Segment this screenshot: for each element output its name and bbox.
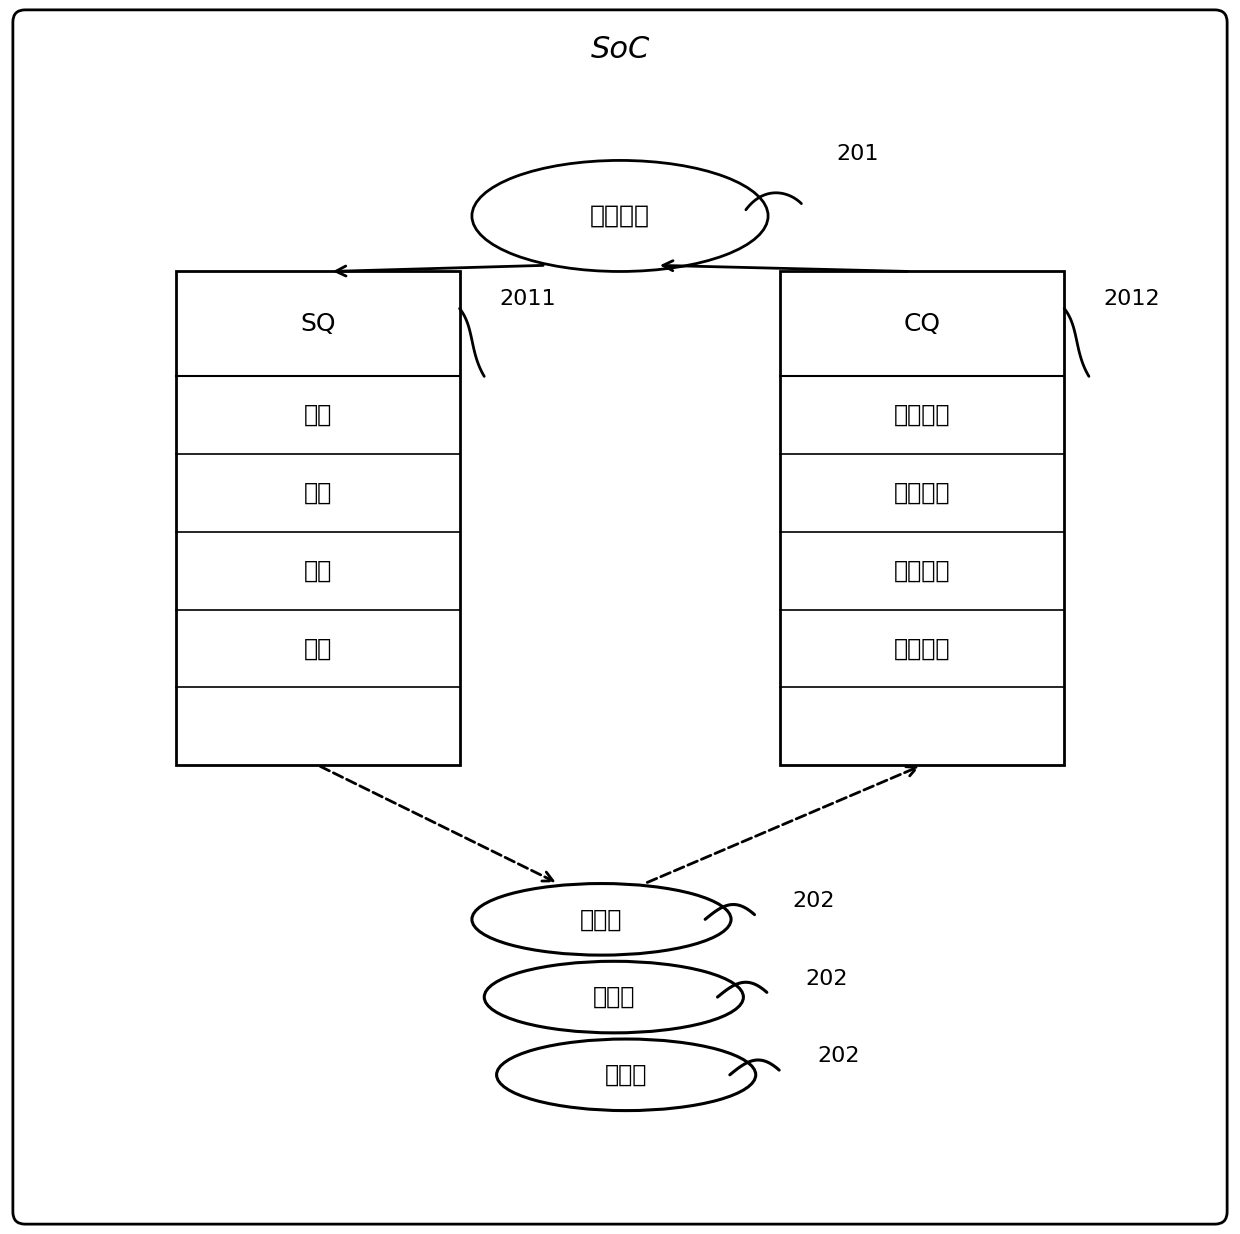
Text: SoC: SoC bbox=[590, 35, 650, 64]
Ellipse shape bbox=[496, 1039, 755, 1111]
Text: 202: 202 bbox=[805, 969, 848, 988]
Text: 命令: 命令 bbox=[304, 559, 332, 582]
Text: 命令: 命令 bbox=[304, 637, 332, 660]
FancyBboxPatch shape bbox=[12, 10, 1228, 1224]
Text: 命令: 命令 bbox=[304, 404, 332, 427]
Ellipse shape bbox=[485, 961, 744, 1033]
Text: 执行结果: 执行结果 bbox=[894, 404, 951, 427]
Text: 加速器: 加速器 bbox=[605, 1062, 647, 1087]
Text: 命令: 命令 bbox=[304, 481, 332, 505]
Text: 202: 202 bbox=[817, 1046, 861, 1066]
Text: 2012: 2012 bbox=[1104, 289, 1161, 308]
Text: 201: 201 bbox=[836, 144, 878, 164]
Text: CQ: CQ bbox=[904, 312, 941, 336]
Ellipse shape bbox=[472, 160, 768, 271]
Text: SQ: SQ bbox=[300, 312, 335, 336]
Text: 执行结果: 执行结果 bbox=[894, 637, 951, 660]
Bar bbox=[176, 271, 460, 765]
Text: 加速器: 加速器 bbox=[580, 907, 622, 932]
Text: 2011: 2011 bbox=[498, 289, 556, 308]
Bar bbox=[780, 271, 1064, 765]
Text: 驱动模块: 驱动模块 bbox=[590, 204, 650, 228]
Text: 执行结果: 执行结果 bbox=[894, 559, 951, 582]
Text: 执行结果: 执行结果 bbox=[894, 481, 951, 505]
Text: 202: 202 bbox=[792, 891, 836, 911]
Text: 加速器: 加速器 bbox=[593, 985, 635, 1009]
Ellipse shape bbox=[472, 884, 732, 955]
